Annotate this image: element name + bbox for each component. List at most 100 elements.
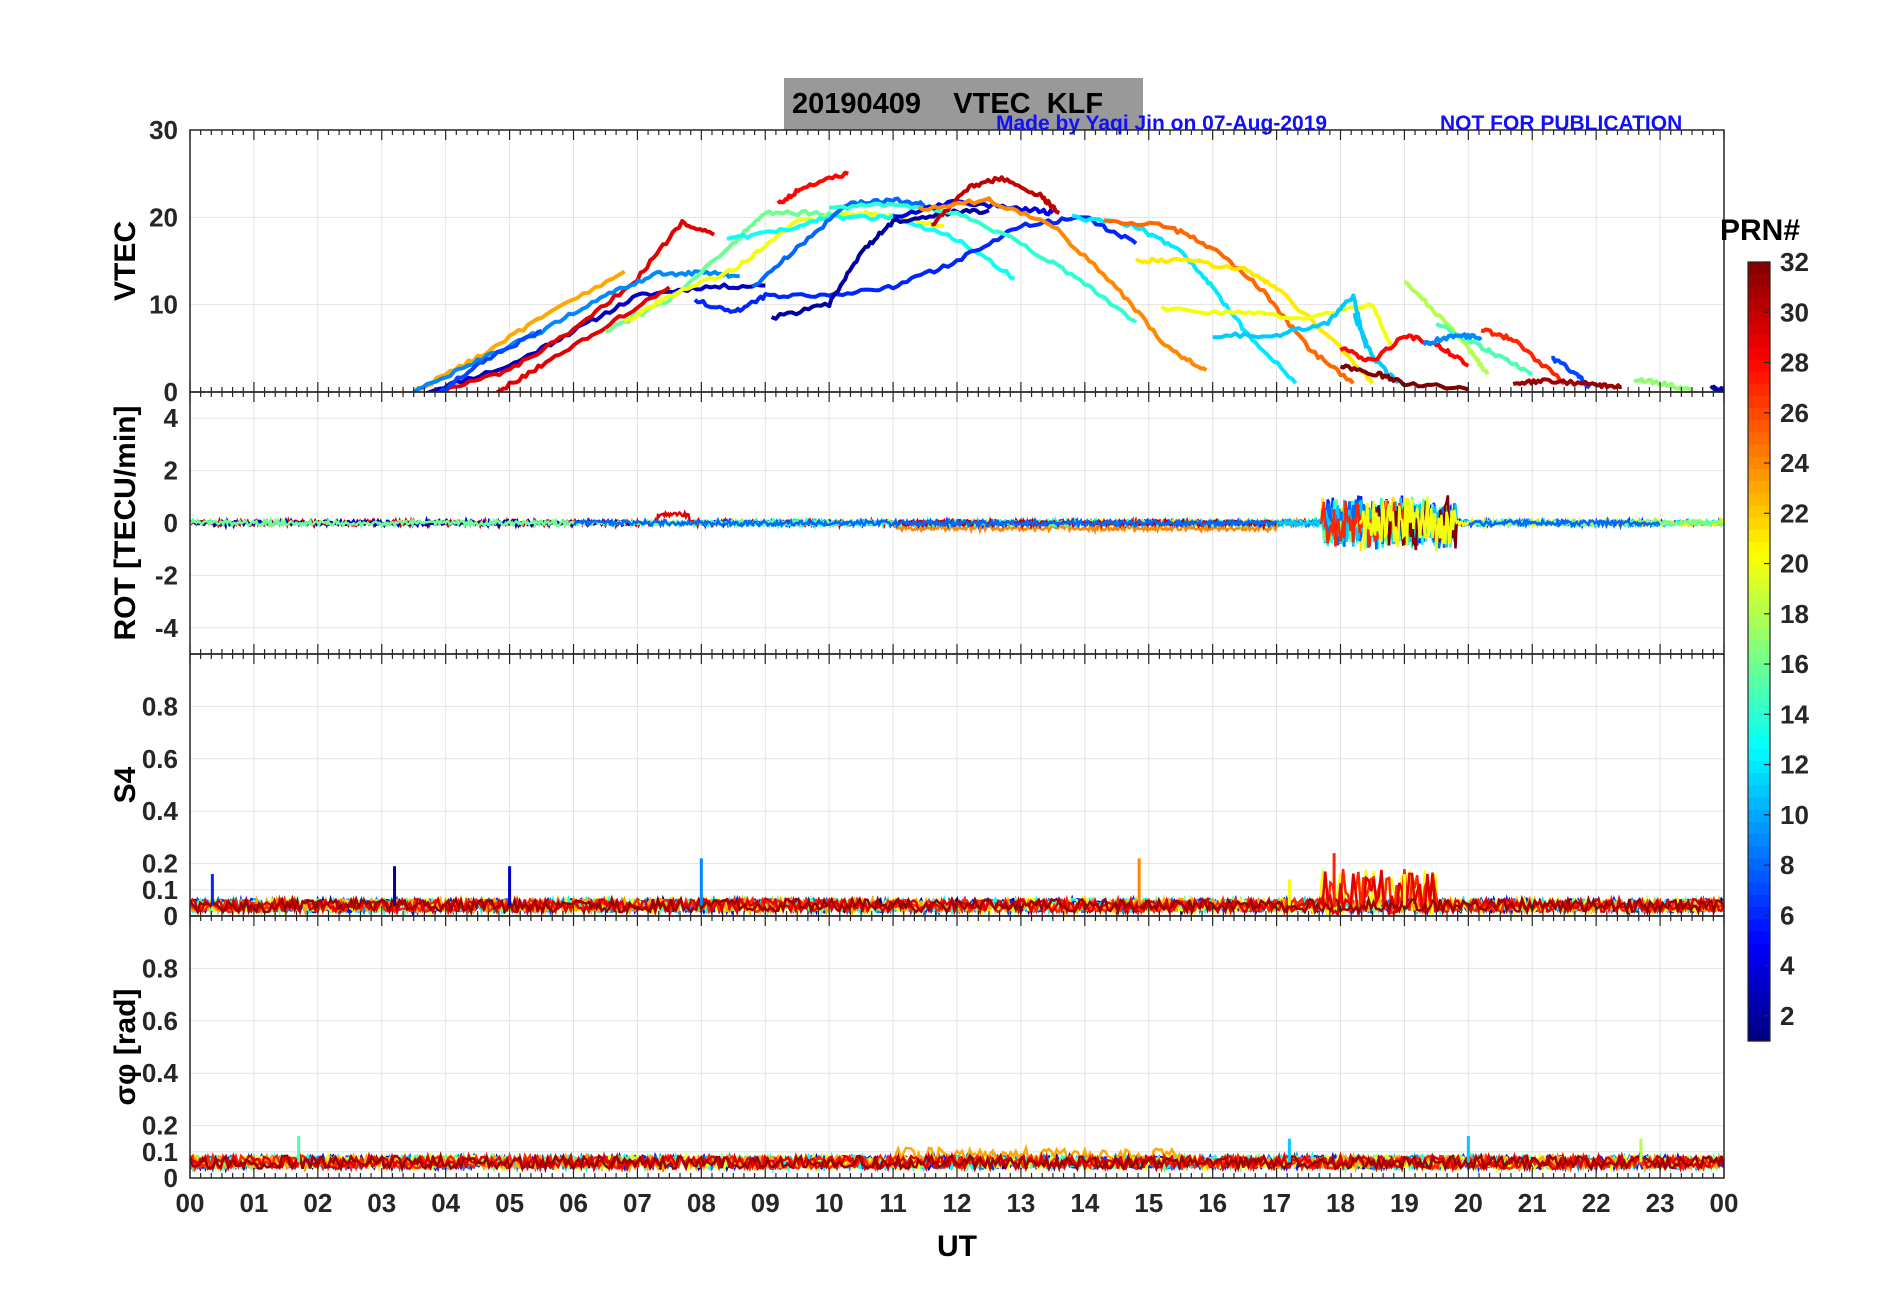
colorbar-band <box>1748 821 1770 835</box>
x-tick-label: 10 <box>815 1188 844 1218</box>
colorbar-tick-label: 2 <box>1780 1001 1794 1031</box>
colorbar-tick-label: 20 <box>1780 549 1809 579</box>
colorbar-band <box>1748 943 1770 957</box>
y-tick-label: 0.4 <box>142 796 179 826</box>
x-tick-label: 23 <box>1646 1188 1675 1218</box>
x-tick-label: 00 <box>1710 1188 1739 1218</box>
vtec-series-line <box>438 328 543 392</box>
x-tick-label: 05 <box>495 1188 524 1218</box>
y-tick-label: 30 <box>149 115 178 145</box>
colorbar-band <box>1748 420 1770 434</box>
title-box <box>784 78 1143 130</box>
colorbar-band <box>1748 639 1770 653</box>
colorbar-band <box>1748 736 1770 750</box>
colorbar-tick-label: 18 <box>1780 599 1809 629</box>
colorbar-band <box>1748 712 1770 726</box>
vtec-series-line <box>1633 376 1693 392</box>
colorbar-band <box>1748 359 1770 373</box>
x-tick-label: 12 <box>943 1188 972 1218</box>
colorbar-band <box>1748 432 1770 446</box>
colorbar-band <box>1748 1028 1770 1042</box>
colorbar-band <box>1748 310 1770 324</box>
rot-series-line <box>891 516 1316 536</box>
vtec-series-line <box>1480 327 1566 386</box>
colorbar-band <box>1748 882 1770 896</box>
colorbar-tick-label: 22 <box>1780 498 1809 528</box>
vtec-series-line <box>1160 302 1394 349</box>
x-tick-label: 03 <box>367 1188 396 1218</box>
colorbar-band <box>1748 1016 1770 1030</box>
y-tick-label: 10 <box>149 290 178 320</box>
vtec-series-line <box>1134 256 1375 385</box>
x-tick-label: 18 <box>1326 1188 1355 1218</box>
colorbar-band <box>1748 614 1770 628</box>
vtec-series-line <box>1421 332 1483 347</box>
vtec-series-line <box>1212 293 1369 349</box>
panel-frame <box>189 915 1725 1179</box>
colorbar-band <box>1748 517 1770 531</box>
colorbar-band <box>1748 688 1770 701</box>
y-tick-label: 0.1 <box>142 1137 178 1167</box>
y-tick-label: 0.2 <box>142 849 178 879</box>
colorbar-tick-label: 8 <box>1780 850 1794 880</box>
vtec-series-line <box>776 170 849 205</box>
vtec-series-line <box>751 196 927 289</box>
x-tick-label: 15 <box>1134 1188 1163 1218</box>
colorbar-band <box>1748 858 1770 872</box>
colorbar-band <box>1748 724 1770 738</box>
colorbar-band <box>1748 931 1770 945</box>
vtec-series-group <box>412 170 1724 392</box>
x-tick-label: 09 <box>751 1188 780 1218</box>
colorbar-band <box>1748 529 1770 543</box>
y-axis-title: S4 <box>109 766 142 803</box>
colorbar-tick-label: 14 <box>1780 699 1809 729</box>
colorbar-band <box>1748 408 1770 421</box>
y-tick-label: 4 <box>164 403 179 433</box>
colorbar-tick-label: 10 <box>1780 800 1809 830</box>
x-tick-label: 04 <box>431 1188 460 1218</box>
rot-series-line <box>1358 496 1470 552</box>
vtec-series-line <box>1103 217 1355 385</box>
vtec-series-line <box>726 213 1015 281</box>
colorbar-tick-label: 24 <box>1780 448 1809 478</box>
colorbar-tick-label: 6 <box>1780 900 1794 930</box>
scintillation-series-line <box>190 1151 1724 1174</box>
colorbar-band <box>1748 383 1770 397</box>
x-tick-label: 07 <box>623 1188 652 1218</box>
colorbar-band <box>1748 578 1770 592</box>
colorbar-band <box>1748 870 1770 884</box>
colorbar-band <box>1748 967 1770 981</box>
x-tick-label: 14 <box>1070 1188 1099 1218</box>
vtec-series-line <box>1435 321 1534 377</box>
colorbar-band <box>1748 286 1770 300</box>
colorbar-band <box>1748 955 1770 969</box>
colorbar-band <box>1748 602 1770 616</box>
y-axis-title: ROT [TECU/min] <box>109 406 142 641</box>
x-tick-label: 01 <box>239 1188 268 1218</box>
chart-title: 20190409 VTEC KLF <box>792 88 1104 120</box>
colorbar-tick-label: 12 <box>1780 750 1809 780</box>
x-tick-label: 19 <box>1390 1188 1419 1218</box>
y-tick-label: 0 <box>164 1163 178 1193</box>
colorbar-band <box>1748 663 1770 677</box>
vtec-series-line <box>1403 279 1490 376</box>
vtec-series-line <box>693 215 1138 314</box>
colorbar-tick-label: 26 <box>1780 398 1809 428</box>
vtec-series-line <box>917 196 1208 372</box>
colorbar-tick-label: 32 <box>1780 247 1809 277</box>
colorbar-tick-label: 28 <box>1780 348 1809 378</box>
y-tick-label: 0 <box>164 508 178 538</box>
colorbar-band <box>1748 846 1770 860</box>
y-axis-title: σφ [rad] <box>109 989 142 1106</box>
vtec-series-line <box>425 282 766 392</box>
y-tick-label: 0 <box>164 901 178 931</box>
colorbar-band <box>1748 797 1770 811</box>
colorbar-frame <box>1747 261 1771 1042</box>
colorbar-band <box>1748 347 1770 360</box>
colorbar-band <box>1748 322 1770 336</box>
colorbar-band <box>1748 262 1770 275</box>
rot-series-group <box>190 495 1724 552</box>
rot-series-line <box>572 499 1661 550</box>
colorbar-band <box>1748 651 1770 665</box>
colorbar-band <box>1748 894 1770 908</box>
